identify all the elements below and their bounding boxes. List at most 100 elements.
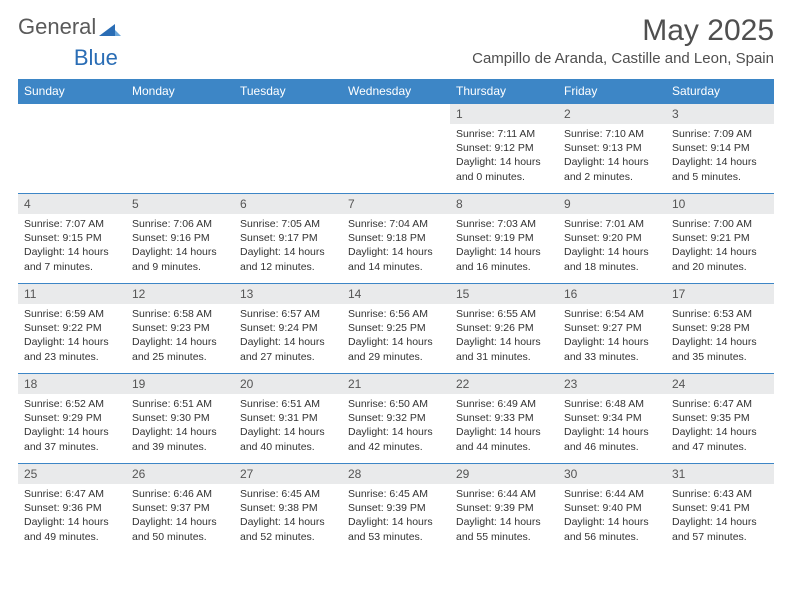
calendar-day: 19Sunrise: 6:51 AMSunset: 9:30 PMDayligh… [126,374,234,464]
day-details: Sunrise: 6:46 AMSunset: 9:37 PMDaylight:… [126,484,234,547]
calendar-day: 20Sunrise: 6:51 AMSunset: 9:31 PMDayligh… [234,374,342,464]
calendar-day-empty [126,104,234,194]
weekday-header: Monday [126,79,234,104]
calendar-day: 3Sunrise: 7:09 AMSunset: 9:14 PMDaylight… [666,104,774,194]
day-number: 21 [342,374,450,394]
calendar-day: 26Sunrise: 6:46 AMSunset: 9:37 PMDayligh… [126,464,234,554]
calendar-day: 22Sunrise: 6:49 AMSunset: 9:33 PMDayligh… [450,374,558,464]
day-details: Sunrise: 6:43 AMSunset: 9:41 PMDaylight:… [666,484,774,547]
weekday-header: Saturday [666,79,774,104]
day-number: 8 [450,194,558,214]
calendar-week: 1Sunrise: 7:11 AMSunset: 9:12 PMDaylight… [18,104,774,194]
day-details: Sunrise: 6:45 AMSunset: 9:39 PMDaylight:… [342,484,450,547]
day-details: Sunrise: 6:44 AMSunset: 9:40 PMDaylight:… [558,484,666,547]
day-details: Sunrise: 7:06 AMSunset: 9:16 PMDaylight:… [126,214,234,277]
day-number: 29 [450,464,558,484]
title-block: May 2025 Campillo de Aranda, Castille an… [472,14,774,67]
calendar-day-empty [342,104,450,194]
day-number: 26 [126,464,234,484]
day-number: 11 [18,284,126,304]
day-details: Sunrise: 6:58 AMSunset: 9:23 PMDaylight:… [126,304,234,367]
calendar-day: 13Sunrise: 6:57 AMSunset: 9:24 PMDayligh… [234,284,342,374]
calendar-day: 14Sunrise: 6:56 AMSunset: 9:25 PMDayligh… [342,284,450,374]
calendar-day: 10Sunrise: 7:00 AMSunset: 9:21 PMDayligh… [666,194,774,284]
calendar-day: 17Sunrise: 6:53 AMSunset: 9:28 PMDayligh… [666,284,774,374]
weekday-header: Wednesday [342,79,450,104]
day-number: 25 [18,464,126,484]
day-number: 15 [450,284,558,304]
day-details: Sunrise: 7:11 AMSunset: 9:12 PMDaylight:… [450,124,558,187]
weekday-header: Sunday [18,79,126,104]
day-number: 9 [558,194,666,214]
day-details: Sunrise: 6:47 AMSunset: 9:36 PMDaylight:… [18,484,126,547]
calendar-day: 9Sunrise: 7:01 AMSunset: 9:20 PMDaylight… [558,194,666,284]
calendar-day: 7Sunrise: 7:04 AMSunset: 9:18 PMDaylight… [342,194,450,284]
day-number: 5 [126,194,234,214]
day-details: Sunrise: 6:59 AMSunset: 9:22 PMDaylight:… [18,304,126,367]
day-number: 24 [666,374,774,394]
calendar-week: 4Sunrise: 7:07 AMSunset: 9:15 PMDaylight… [18,194,774,284]
day-number: 14 [342,284,450,304]
calendar-day: 29Sunrise: 6:44 AMSunset: 9:39 PMDayligh… [450,464,558,554]
weekday-header: Friday [558,79,666,104]
calendar-day: 28Sunrise: 6:45 AMSunset: 9:39 PMDayligh… [342,464,450,554]
day-details: Sunrise: 6:48 AMSunset: 9:34 PMDaylight:… [558,394,666,457]
day-details: Sunrise: 6:53 AMSunset: 9:28 PMDaylight:… [666,304,774,367]
calendar-day: 5Sunrise: 7:06 AMSunset: 9:16 PMDaylight… [126,194,234,284]
day-number: 2 [558,104,666,124]
calendar-day-empty [234,104,342,194]
calendar-page: General May 2025 Campillo de Aranda, Cas… [0,0,792,568]
day-number: 6 [234,194,342,214]
day-details: Sunrise: 7:01 AMSunset: 9:20 PMDaylight:… [558,214,666,277]
location-text: Campillo de Aranda, Castille and Leon, S… [472,50,774,67]
triangle-icon [99,18,121,36]
month-title: May 2025 [472,14,774,48]
day-number: 28 [342,464,450,484]
calendar-day: 6Sunrise: 7:05 AMSunset: 9:17 PMDaylight… [234,194,342,284]
day-number: 27 [234,464,342,484]
calendar-day: 27Sunrise: 6:45 AMSunset: 9:38 PMDayligh… [234,464,342,554]
calendar-body: 1Sunrise: 7:11 AMSunset: 9:12 PMDaylight… [18,104,774,554]
day-number: 1 [450,104,558,124]
day-number: 4 [18,194,126,214]
day-details: Sunrise: 6:57 AMSunset: 9:24 PMDaylight:… [234,304,342,367]
calendar-week: 25Sunrise: 6:47 AMSunset: 9:36 PMDayligh… [18,464,774,554]
day-number: 20 [234,374,342,394]
day-number: 13 [234,284,342,304]
calendar-head: SundayMondayTuesdayWednesdayThursdayFrid… [18,79,774,104]
day-details: Sunrise: 7:10 AMSunset: 9:13 PMDaylight:… [558,124,666,187]
calendar-day: 4Sunrise: 7:07 AMSunset: 9:15 PMDaylight… [18,194,126,284]
weekday-header: Tuesday [234,79,342,104]
calendar-day: 31Sunrise: 6:43 AMSunset: 9:41 PMDayligh… [666,464,774,554]
calendar-day: 21Sunrise: 6:50 AMSunset: 9:32 PMDayligh… [342,374,450,464]
weekday-header: Thursday [450,79,558,104]
calendar-day: 23Sunrise: 6:48 AMSunset: 9:34 PMDayligh… [558,374,666,464]
day-number: 16 [558,284,666,304]
day-details: Sunrise: 7:04 AMSunset: 9:18 PMDaylight:… [342,214,450,277]
calendar-week: 11Sunrise: 6:59 AMSunset: 9:22 PMDayligh… [18,284,774,374]
day-details: Sunrise: 6:45 AMSunset: 9:38 PMDaylight:… [234,484,342,547]
day-details: Sunrise: 6:47 AMSunset: 9:35 PMDaylight:… [666,394,774,457]
day-number: 31 [666,464,774,484]
calendar-week: 18Sunrise: 6:52 AMSunset: 9:29 PMDayligh… [18,374,774,464]
day-details: Sunrise: 6:50 AMSunset: 9:32 PMDaylight:… [342,394,450,457]
day-details: Sunrise: 6:52 AMSunset: 9:29 PMDaylight:… [18,394,126,457]
day-details: Sunrise: 7:09 AMSunset: 9:14 PMDaylight:… [666,124,774,187]
day-details: Sunrise: 7:05 AMSunset: 9:17 PMDaylight:… [234,214,342,277]
calendar-day: 12Sunrise: 6:58 AMSunset: 9:23 PMDayligh… [126,284,234,374]
calendar-day: 16Sunrise: 6:54 AMSunset: 9:27 PMDayligh… [558,284,666,374]
calendar-day: 11Sunrise: 6:59 AMSunset: 9:22 PMDayligh… [18,284,126,374]
brand-logo: General [18,14,123,40]
calendar-day: 24Sunrise: 6:47 AMSunset: 9:35 PMDayligh… [666,374,774,464]
calendar-day-empty [18,104,126,194]
day-details: Sunrise: 7:00 AMSunset: 9:21 PMDaylight:… [666,214,774,277]
day-details: Sunrise: 6:55 AMSunset: 9:26 PMDaylight:… [450,304,558,367]
brand-name-2: Blue [74,45,118,71]
day-number: 19 [126,374,234,394]
day-number: 7 [342,194,450,214]
day-number: 23 [558,374,666,394]
day-details: Sunrise: 6:51 AMSunset: 9:30 PMDaylight:… [126,394,234,457]
day-number: 17 [666,284,774,304]
calendar-day: 25Sunrise: 6:47 AMSunset: 9:36 PMDayligh… [18,464,126,554]
brand-name-1: General [18,14,96,40]
